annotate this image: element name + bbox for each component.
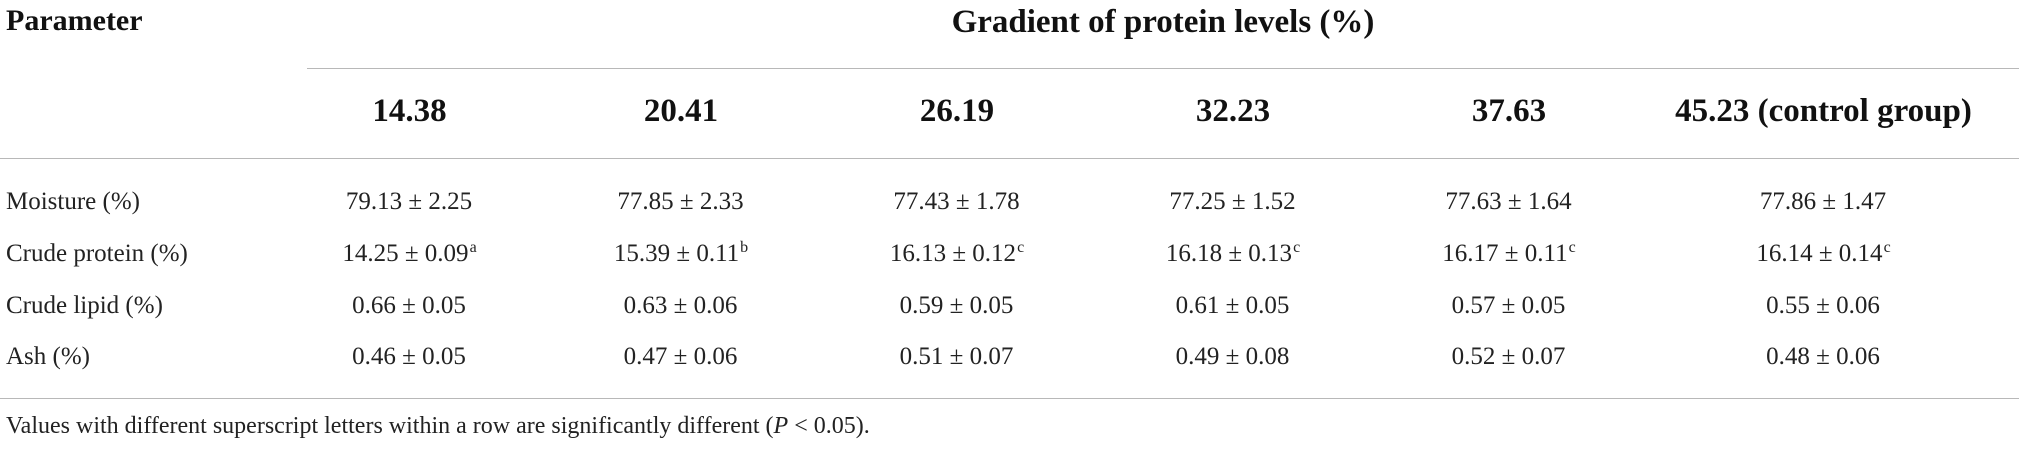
row-label-moisture: Moisture (%) — [6, 188, 140, 215]
table-cell: 0.61 ± 0.05 — [1175, 292, 1290, 319]
column-header: 32.23 — [1195, 93, 1271, 129]
table-cell: 0.57 ± 0.05 — [1451, 292, 1566, 319]
table-cell: 0.55 ± 0.06 — [1766, 292, 1880, 319]
table-footnote: Values with different superscript letter… — [6, 413, 870, 439]
table-cell: 77.43 ± 1.78 — [893, 188, 1020, 215]
table-cell: 77.86 ± 1.47 — [1759, 188, 1887, 215]
table-cell: 0.63 ± 0.06 — [623, 292, 738, 319]
table-cell: 0.46 ± 0.05 — [352, 343, 466, 370]
column-header: 14.38 — [372, 93, 447, 129]
table-cell: 16.13 ± 0.12c — [889, 239, 1025, 268]
table-cell: 16.17 ± 0.11c — [1442, 239, 1576, 268]
header-divider — [307, 68, 2019, 69]
table-cell: 77.85 ± 2.33 — [617, 188, 744, 215]
table-cell: 77.25 ± 1.52 — [1169, 188, 1296, 215]
table-cell: 16.18 ± 0.13c — [1165, 239, 1301, 268]
table-cell: 14.25 ± 0.09a — [342, 239, 477, 268]
table-cell: 15.39 ± 0.11b — [613, 239, 749, 268]
table-cell: 0.51 ± 0.07 — [899, 343, 1014, 370]
row-label-crude-protein: Crude protein (%) — [6, 240, 188, 267]
table-cell: 0.66 ± 0.05 — [352, 292, 466, 319]
superscript-letter: b — [740, 239, 749, 256]
row-label-crude-lipid: Crude lipid (%) — [6, 292, 163, 319]
superscript-letter: c — [1883, 239, 1891, 256]
table-cell: 0.52 ± 0.07 — [1451, 343, 1566, 370]
superscript-letter: a — [469, 239, 477, 256]
table-cell: 77.63 ± 1.64 — [1445, 188, 1572, 215]
table-cell: 16.14 ± 0.14c — [1756, 239, 1891, 268]
protein-gradient-header: Gradient of protein levels (%) — [951, 4, 1375, 40]
row-label-ash: Ash (%) — [6, 343, 91, 370]
table-cell: 0.59 ± 0.05 — [899, 292, 1014, 319]
table-cell: 79.13 ± 2.25 — [345, 188, 473, 215]
column-header: 45.23 (control group) — [1675, 93, 1972, 129]
table-cell: 0.48 ± 0.06 — [1766, 343, 1880, 370]
table-cell: 0.49 ± 0.08 — [1175, 343, 1290, 370]
superscript-letter: c — [1293, 239, 1301, 256]
table-cell: 0.47 ± 0.06 — [623, 343, 738, 370]
superscript-letter: c — [1568, 239, 1576, 256]
column-header: 37.63 — [1471, 93, 1547, 129]
column-header: 26.19 — [919, 93, 995, 129]
column-header-divider — [0, 158, 2019, 159]
table-bottom-rule — [0, 398, 2019, 399]
superscript-letter: c — [1017, 239, 1025, 256]
column-header: 20.41 — [643, 93, 719, 129]
parameter-header: Parameter — [6, 4, 143, 37]
